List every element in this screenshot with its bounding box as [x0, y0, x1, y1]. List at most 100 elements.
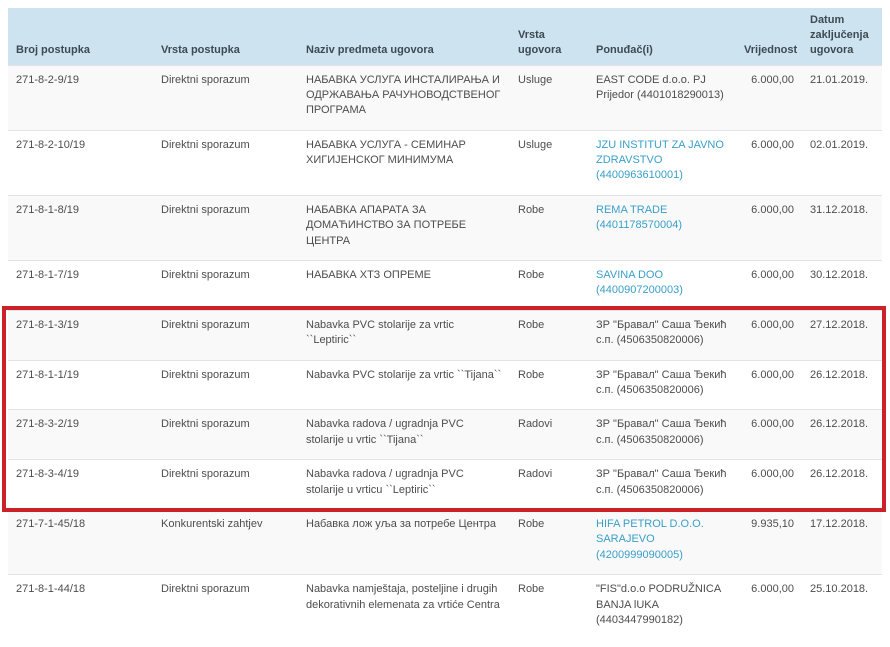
bidder-text: EAST CODE d.o.o. PJ Prijedor (4401018290…: [596, 73, 724, 101]
cell-datum: 26.12.2018.: [802, 359, 882, 410]
cell-broj: 271-8-1-1/19: [8, 359, 153, 410]
contracts-table-body: 271-8-2-9/19 Direktni sporazum НАБАВКА УСЛ…: [8, 64, 882, 640]
cell-vrsta_ugovora: Robe: [510, 260, 588, 311]
cell-naziv: Nabavka PVC stolarije za vrtic ``Tijana`…: [298, 359, 510, 410]
cell-vrsta_postupka: Direktni sporazum: [153, 409, 298, 460]
cell-vrsta_postupka: Direktni sporazum: [153, 359, 298, 410]
bidder-text: ЗР "Бравал" Саша Ђекић с.п. (45063508200…: [596, 418, 727, 446]
cell-vrijednost: 6.000,00: [736, 129, 802, 196]
cell-ponudjac: ЗР "Бравал" Саша Ђекић с.п. (45063508200…: [588, 459, 736, 510]
table-row: 271-8-1-1/19 Direktni sporazum Nabavka PVC…: [8, 359, 882, 410]
cell-vrsta_ugovora: Radovi: [510, 459, 588, 510]
cell-ponudjac: REMA TRADE (4401178570004): [588, 194, 736, 261]
cell-naziv: Nabavka radova / ugradnja PVC stolarije …: [298, 409, 510, 460]
cell-vrsta_postupka: Direktni sporazum: [153, 260, 298, 311]
cell-naziv: Nabavka PVC stolarije za vrtic ``Leptiri…: [298, 309, 510, 361]
table-row: 271-8-3-4/19 Direktni sporazum Nabavka rad…: [8, 459, 882, 510]
bidder-text: ЗР "Бравал" Саша Ђекић с.п. (45063508200…: [596, 368, 727, 396]
cell-vrijednost: 6.000,00: [736, 574, 802, 640]
cell-broj: 271-7-1-45/18: [8, 508, 153, 575]
bidder-text: ЗР "Бравал" Саша Ђекић с.п. (45063508200…: [596, 318, 727, 347]
bidder-link[interactable]: HIFA PETROL D.O.O. SARAJEVO (42009990900…: [596, 517, 704, 561]
cell-naziv: НАБАВКА ХТЗ ОПРЕМЕ: [298, 260, 510, 311]
table-row: 271-8-3-2/19 Direktni sporazum Nabavka rad…: [8, 409, 882, 460]
column-header-naziv: Naziv predmeta ugovora: [298, 8, 510, 66]
cell-broj: 271-8-2-9/19: [8, 64, 153, 131]
contracts-table: Broj postupka Vrsta postupka Naziv predmet…: [8, 8, 882, 640]
cell-vrijednost: 6.000,00: [736, 459, 802, 510]
cell-vrsta_postupka: Direktni sporazum: [153, 64, 298, 131]
cell-broj: 271-8-1-8/19: [8, 194, 153, 261]
cell-vrsta_postupka: Direktni sporazum: [153, 309, 298, 361]
bidder-text: ЗР "Бравал" Саша Ђекић с.п. (45063508200…: [596, 468, 727, 496]
table-row: 271-8-1-8/19 Direktni sporazum НАБАВКА АПА…: [8, 194, 882, 261]
cell-vrsta_postupka: Direktni sporazum: [153, 574, 298, 640]
cell-vrsta_ugovora: Robe: [510, 309, 588, 361]
cell-broj: 271-8-3-4/19: [8, 459, 153, 510]
cell-vrijednost: 6.000,00: [736, 309, 802, 361]
cell-naziv: Набавка лож уља за потребе Центра: [298, 508, 510, 575]
cell-broj: 271-8-2-10/19: [8, 129, 153, 196]
table-row: 271-8-1-7/19 Direktni sporazum НАБАВКА ХТЗ…: [8, 260, 882, 311]
cell-vrsta_postupka: Konkurentski zahtjev: [153, 508, 298, 575]
cell-vrsta_ugovora: Robe: [510, 574, 588, 640]
cell-datum: 26.12.2018.: [802, 409, 882, 460]
cell-vrsta_ugovora: Robe: [510, 359, 588, 410]
cell-vrsta_postupka: Direktni sporazum: [153, 194, 298, 261]
column-header-vrijednost: Vrijednost: [736, 8, 802, 66]
cell-datum: 27.12.2018.: [802, 309, 882, 361]
cell-ponudjac: "FIS"d.o.o PODRUŽNICA BANJA lUKA (440344…: [588, 574, 736, 640]
cell-vrsta_ugovora: Robe: [510, 194, 588, 261]
cell-broj: 271-8-1-44/18: [8, 574, 153, 640]
cell-broj: 271-8-3-2/19: [8, 409, 153, 460]
cell-vrijednost: 6.000,00: [736, 260, 802, 311]
table-row: 271-8-2-10/19 Direktni sporazum НАБАВКА УС…: [8, 129, 882, 196]
cell-broj: 271-8-1-3/19: [8, 309, 153, 361]
bidder-link[interactable]: JZU INSTITUT ZA JAVNO ZDRAVSTVO (4400963…: [596, 138, 724, 182]
cell-datum: 30.12.2018.: [802, 260, 882, 311]
cell-broj: 271-8-1-7/19: [8, 260, 153, 311]
cell-vrsta_ugovora: Robe: [510, 508, 588, 575]
cell-datum: 17.12.2018.: [802, 508, 882, 575]
table-row: 271-8-1-44/18 Direktni sporazum Nabavka na…: [8, 574, 882, 640]
cell-vrijednost: 6.000,00: [736, 409, 802, 460]
cell-ponudjac: ЗР "Бравал" Саша Ђекић с.п. (45063508200…: [588, 359, 736, 410]
cell-datum: 31.12.2018.: [802, 194, 882, 261]
cell-vrijednost: 6.000,00: [736, 194, 802, 261]
bidder-link[interactable]: REMA TRADE (4401178570004): [596, 203, 683, 232]
cell-ponudjac: HIFA PETROL D.O.O. SARAJEVO (42009990900…: [588, 508, 736, 575]
cell-vrsta_postupka: Direktni sporazum: [153, 129, 298, 196]
cell-vrijednost: 9.935,10: [736, 508, 802, 575]
cell-ponudjac: JZU INSTITUT ZA JAVNO ZDRAVSTVO (4400963…: [588, 129, 736, 196]
cell-datum: 21.01.2019.: [802, 64, 882, 131]
column-header-broj: Broj postupka: [8, 8, 153, 66]
cell-naziv: Nabavka namještaja, posteljine i drugih …: [298, 574, 510, 640]
cell-naziv: НАБАВКА УСЛУГА ИНСТАЛИРАЊА И ОДРЖАВАЊА Р…: [298, 64, 510, 131]
cell-naziv: Nabavka radova / ugradnja PVC stolarije …: [298, 459, 510, 510]
cell-vrijednost: 6.000,00: [736, 359, 802, 410]
column-header-vrsta_postupka: Vrsta postupka: [153, 8, 298, 66]
cell-datum: 26.12.2018.: [802, 459, 882, 510]
column-header-vrsta_ugovora: Vrsta ugovora: [510, 8, 588, 66]
cell-vrsta_ugovora: Radovi: [510, 409, 588, 460]
bidder-link[interactable]: SAVINA DOO (4400907200003): [596, 269, 683, 297]
cell-vrsta_ugovora: Usluge: [510, 64, 588, 131]
column-header-datum: Datum zaključenja ugovora: [802, 8, 882, 66]
table-row: 271-8-2-9/19 Direktni sporazum НАБАВКА УСЛ…: [8, 64, 882, 131]
cell-ponudjac: ЗР "Бравал" Саша Ђекић с.п. (45063508200…: [588, 409, 736, 460]
cell-vrsta_ugovora: Usluge: [510, 129, 588, 196]
column-header-ponudjac: Ponuđač(i): [588, 8, 736, 66]
cell-ponudjac: SAVINA DOO (4400907200003): [588, 260, 736, 311]
cell-ponudjac: EAST CODE d.o.o. PJ Prijedor (4401018290…: [588, 64, 736, 131]
cell-naziv: НАБАВКА УСЛУГА - СЕМИНАР ХИГИЈЕНСКОГ МИН…: [298, 129, 510, 196]
cell-vrijednost: 6.000,00: [736, 64, 802, 131]
cell-naziv: НАБАВКА АПАРАТА ЗА ДОМАЋИНСТВО ЗА ПОТРЕБ…: [298, 194, 510, 261]
table-row: 271-8-1-3/19 Direktni sporazum Nabavka PVC…: [8, 309, 882, 361]
cell-ponudjac: ЗР "Бравал" Саша Ђекић с.п. (45063508200…: [588, 309, 736, 361]
header-row: Broj postupka Vrsta postupka Naziv predmet…: [8, 8, 882, 66]
cell-datum: 02.01.2019.: [802, 129, 882, 196]
cell-datum: 25.10.2018.: [802, 574, 882, 640]
cell-vrsta_postupka: Direktni sporazum: [153, 459, 298, 510]
table-row: 271-7-1-45/18 Konkurentski zahtjev Набавка…: [8, 508, 882, 575]
